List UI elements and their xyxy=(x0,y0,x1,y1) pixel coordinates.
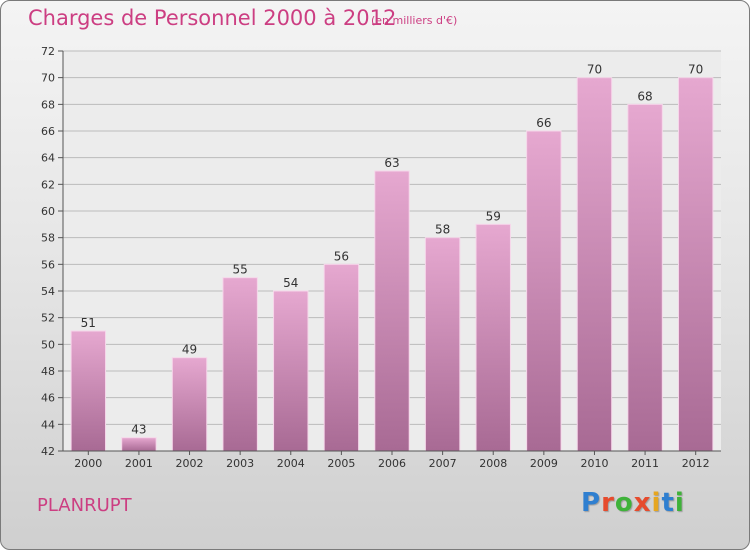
y-tick-label: 66 xyxy=(41,125,55,138)
bar-value-label: 58 xyxy=(435,223,450,237)
proxiti-logo: Proxiti xyxy=(581,488,685,518)
logo-letter: r xyxy=(601,488,615,518)
bar-value-label: 51 xyxy=(81,316,96,330)
bar-2005 xyxy=(323,263,360,452)
bar-value-label: 56 xyxy=(334,249,349,263)
y-tick-label: 48 xyxy=(41,365,55,378)
logo-letter: P xyxy=(581,488,602,518)
x-tick-label: 2005 xyxy=(327,457,355,470)
x-tick-label: 2007 xyxy=(429,457,457,470)
bar-2012 xyxy=(677,77,714,452)
x-tick-label: 2011 xyxy=(631,457,659,470)
x-tick-label: 2009 xyxy=(530,457,558,470)
chart-title: Charges de Personnel 2000 à 2012 xyxy=(28,6,397,30)
logo-letter: i xyxy=(674,488,685,518)
y-tick-label: 60 xyxy=(41,205,55,218)
bar-2008 xyxy=(475,223,511,452)
bar-2010 xyxy=(576,77,613,452)
bar-2002 xyxy=(171,357,208,452)
bar-value-label: 49 xyxy=(182,343,197,357)
x-tick-label: 2006 xyxy=(378,457,406,470)
bar-value-label: 54 xyxy=(283,276,298,290)
chart-unit-note: (en milliers d'€) xyxy=(371,14,458,27)
x-tick-label: 2002 xyxy=(176,457,204,470)
bar-value-label: 68 xyxy=(637,89,652,103)
bar-value-label: 59 xyxy=(486,209,501,223)
bar-value-label: 63 xyxy=(384,156,399,170)
y-tick-label: 64 xyxy=(41,152,55,165)
bar-2007 xyxy=(424,237,461,452)
bar-value-label: 43 xyxy=(131,423,146,437)
bar-2011 xyxy=(627,103,663,452)
y-tick-label: 58 xyxy=(41,232,55,245)
y-tick-label: 54 xyxy=(41,285,55,298)
bar-value-label: 70 xyxy=(688,63,703,77)
logo-letter: o xyxy=(614,488,634,518)
y-tick-label: 72 xyxy=(41,45,55,58)
x-tick-label: 2012 xyxy=(682,457,710,470)
bar-value-label: 55 xyxy=(233,263,248,277)
y-tick-label: 46 xyxy=(41,392,55,405)
y-tick-label: 62 xyxy=(41,178,55,191)
x-tick-label: 2010 xyxy=(580,457,608,470)
x-tick-label: 2001 xyxy=(125,457,153,470)
y-tick-label: 70 xyxy=(41,72,55,85)
bar-value-label: 70 xyxy=(587,63,602,77)
bar-2001 xyxy=(121,437,157,452)
bar-value-label: 66 xyxy=(536,116,551,130)
y-tick-label: 52 xyxy=(41,312,55,325)
logo-letter: x xyxy=(633,488,652,518)
x-tick-label: 2008 xyxy=(479,457,507,470)
x-tick-label: 2004 xyxy=(277,457,305,470)
y-tick-label: 50 xyxy=(41,338,55,351)
axes: 42 44 46 48 50 52 54 56 58 60 62 64 66 68 70 72 2000 2001… xyxy=(41,45,721,470)
y-tick-label: 44 xyxy=(41,418,55,431)
logo-letter: i xyxy=(651,488,662,518)
y-tick-label: 56 xyxy=(41,258,55,271)
bar-2000 xyxy=(70,330,107,452)
bar-2009 xyxy=(526,130,562,452)
bar-2003 xyxy=(222,277,258,452)
bar-2004 xyxy=(273,290,309,452)
commune-name: PLANRUPT xyxy=(37,495,132,516)
x-tick-label: 2003 xyxy=(226,457,254,470)
logo-letter: t xyxy=(661,488,675,518)
x-tick-label: 2000 xyxy=(74,457,102,470)
y-tick-label: 42 xyxy=(41,445,55,458)
y-tick-label: 68 xyxy=(41,98,55,111)
bar-2006 xyxy=(374,170,410,452)
